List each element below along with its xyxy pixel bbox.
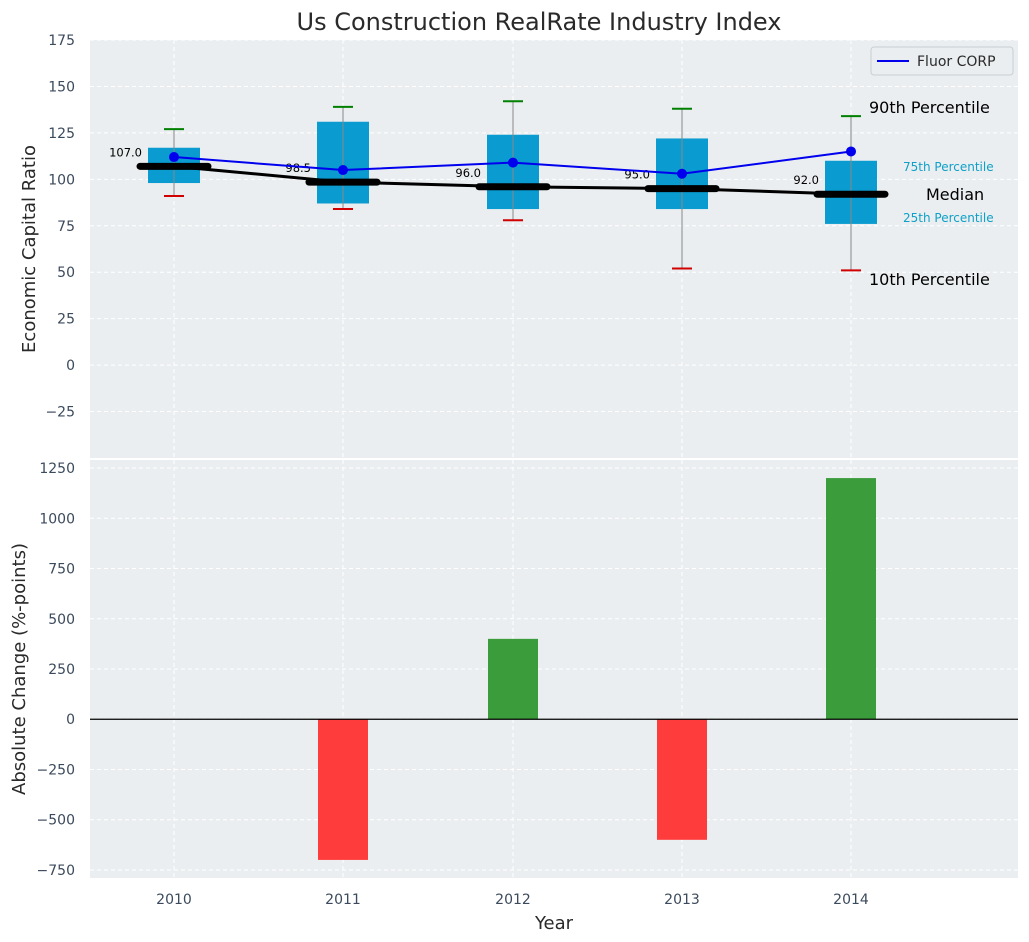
fluor-corp-point bbox=[338, 165, 348, 176]
fluor-corp-point bbox=[169, 152, 179, 163]
positive-change-bar bbox=[826, 478, 876, 720]
top-y-tick-label: 125 bbox=[48, 126, 75, 142]
top-y-tick-label: −25 bbox=[45, 405, 75, 421]
bottom-y-axis-label: Absolute Change (%-points) bbox=[9, 543, 30, 795]
top-y-tick-label: 150 bbox=[48, 79, 75, 95]
median-value-label: 92.0 bbox=[793, 173, 819, 187]
top-y-tick-label: 100 bbox=[48, 172, 75, 188]
top-y-axis-label: Economic Capital Ratio bbox=[19, 145, 40, 353]
bottom-y-tick-label: 1000 bbox=[39, 511, 75, 527]
bottom-y-tick-label: 750 bbox=[48, 562, 75, 578]
bottom-y-tick-label: 500 bbox=[48, 612, 75, 628]
x-axis-label: Year bbox=[534, 913, 574, 934]
legend-label-fluor-corp: Fluor CORP bbox=[917, 54, 996, 70]
chart-title: Us Construction RealRate Industry Index bbox=[297, 8, 782, 36]
median-value-label: 96.0 bbox=[455, 166, 481, 180]
median-value-label: 107.0 bbox=[109, 145, 142, 159]
box-plot-layer: 107.098.5 96.0 95.0 92.0 bbox=[109, 100, 889, 272]
x-tick-label: 2011 bbox=[325, 892, 361, 908]
bottom-y-tick-label: 250 bbox=[48, 662, 75, 678]
bottom-y-tick-label: 0 bbox=[66, 712, 75, 728]
x-tick-label: 2010 bbox=[156, 892, 192, 908]
fluor-corp-point bbox=[677, 168, 687, 179]
fluor-corp-point bbox=[846, 146, 856, 157]
negative-change-bar bbox=[657, 719, 707, 840]
fluor-corp-point bbox=[508, 157, 518, 168]
annotation-median: Median bbox=[926, 185, 984, 204]
positive-change-bar bbox=[488, 638, 538, 720]
top-y-tick-label: 50 bbox=[57, 265, 75, 281]
annotation-10th-percentile: 10th Percentile bbox=[869, 270, 990, 289]
top-y-tick-label: 25 bbox=[57, 312, 75, 328]
median-value-label: 98.5 bbox=[285, 161, 311, 175]
x-tick-label: 2014 bbox=[833, 892, 869, 908]
bottom-y-tick-label: −250 bbox=[37, 762, 75, 778]
annotation-75th-percentile: 75th Percentile bbox=[903, 160, 994, 174]
top-y-tick-label: 75 bbox=[57, 219, 75, 235]
bottom-y-tick-label: −750 bbox=[37, 863, 75, 879]
top-y-tick-label: 175 bbox=[48, 33, 75, 49]
x-tick-label: 2013 bbox=[664, 892, 700, 908]
top-y-tick-label: 0 bbox=[66, 358, 75, 374]
legend-box bbox=[870, 46, 1014, 76]
annotation-90th-percentile: 90th Percentile bbox=[869, 98, 990, 117]
x-tick-label: 2012 bbox=[495, 892, 531, 908]
negative-change-bar bbox=[318, 719, 368, 860]
top-plot-background bbox=[90, 40, 1018, 458]
annotation-25th-percentile: 25th Percentile bbox=[903, 211, 994, 225]
bar-chart-layer bbox=[90, 478, 1018, 860]
legend: Fluor CORP bbox=[870, 46, 1014, 76]
bottom-y-tick-label: −500 bbox=[37, 813, 75, 829]
bottom-y-tick-label: 1250 bbox=[39, 461, 75, 477]
